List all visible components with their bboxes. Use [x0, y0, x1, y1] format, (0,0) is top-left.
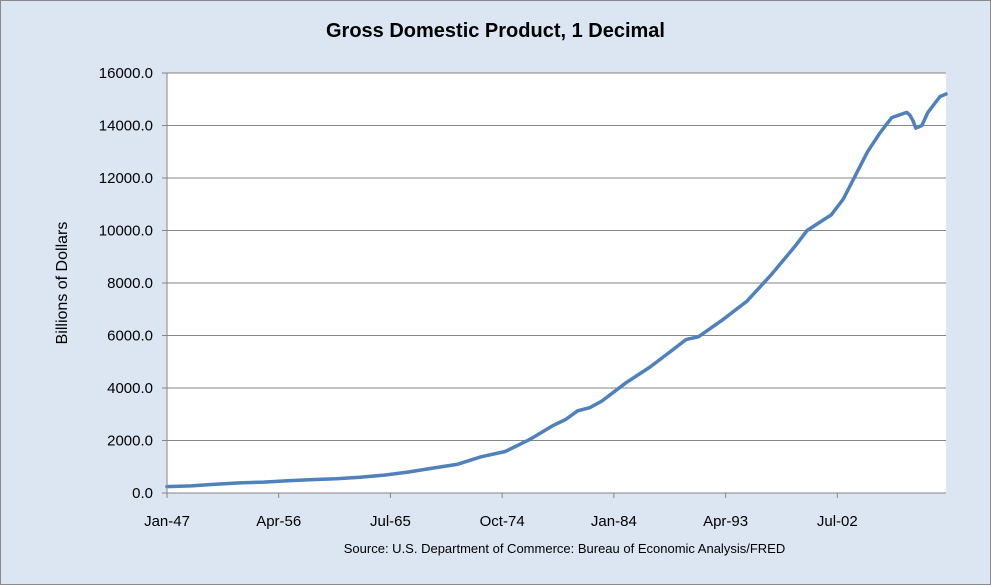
y-tick-label: 6000.0 — [107, 328, 153, 345]
gdp-series-line — [165, 92, 948, 489]
x-tick-label: Oct-74 — [480, 513, 525, 530]
y-tick-label: 14000.0 — [99, 118, 153, 135]
y-tick-label: 10000.0 — [99, 223, 153, 240]
source-note: Source: U.S. Department of Commerce: Bur… — [343, 541, 786, 556]
y-axis-ticks: 0.0 2000.0 4000.0 6000.0 8000.0 10000.0 12000.… — [99, 65, 167, 502]
y-tick-label: 16000.0 — [99, 65, 153, 82]
gridlines — [167, 72, 946, 441]
y-axis-title: Billions of Dollars — [54, 222, 71, 345]
x-tick-label: Jan-84 — [591, 513, 637, 530]
x-tick-label: Apr-93 — [703, 513, 748, 530]
y-tick-label: 12000.0 — [99, 170, 153, 187]
x-tick-label: Jul-65 — [370, 513, 411, 530]
x-axis-ticks: Jan-47 Apr-56 Jul-65 Oct-74 Jan-84 Apr-93 Jul-… — [144, 493, 858, 530]
y-tick-label: 8000.0 — [107, 275, 153, 292]
y-tick-label: 0.0 — [132, 485, 153, 502]
y-tick-label: 4000.0 — [107, 380, 153, 397]
y-tick-label: 2000.0 — [107, 433, 153, 450]
chart-title: Gross Domestic Product, 1 Decimal — [325, 20, 665, 42]
x-tick-label: Apr-56 — [256, 513, 301, 530]
x-tick-label: Jan-47 — [144, 513, 190, 530]
x-tick-label: Jul-02 — [817, 513, 858, 530]
